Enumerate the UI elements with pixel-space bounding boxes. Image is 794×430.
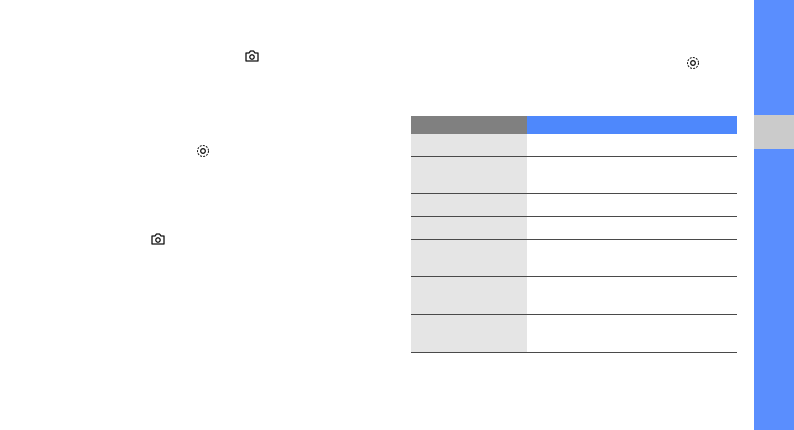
chapter-sidebar — [754, 0, 794, 430]
row-value — [527, 240, 737, 276]
row-label — [411, 277, 527, 314]
table-row — [411, 194, 737, 217]
camera-icon — [151, 233, 165, 245]
row-label — [411, 315, 527, 352]
table-row — [411, 157, 737, 194]
table-row — [411, 315, 737, 353]
table-row — [411, 277, 737, 315]
settings-gear-icon — [687, 57, 699, 69]
row-label — [411, 134, 527, 156]
row-label — [411, 240, 527, 276]
row-value — [527, 134, 737, 156]
table-row — [411, 134, 737, 157]
table-header — [411, 116, 737, 134]
settings-gear-icon — [197, 145, 209, 157]
table-row — [411, 240, 737, 277]
row-label — [411, 217, 527, 239]
row-label — [411, 194, 527, 216]
row-value — [527, 315, 737, 352]
table-row — [411, 217, 737, 240]
table-header-option — [411, 116, 527, 134]
camera-icon — [245, 50, 259, 62]
table-header-function — [527, 116, 737, 134]
row-value — [527, 277, 737, 314]
row-value — [527, 157, 737, 193]
settings-table — [411, 116, 737, 353]
row-value — [527, 217, 737, 239]
row-label — [411, 157, 527, 193]
row-value — [527, 194, 737, 216]
chapter-tab-marker — [754, 115, 794, 149]
